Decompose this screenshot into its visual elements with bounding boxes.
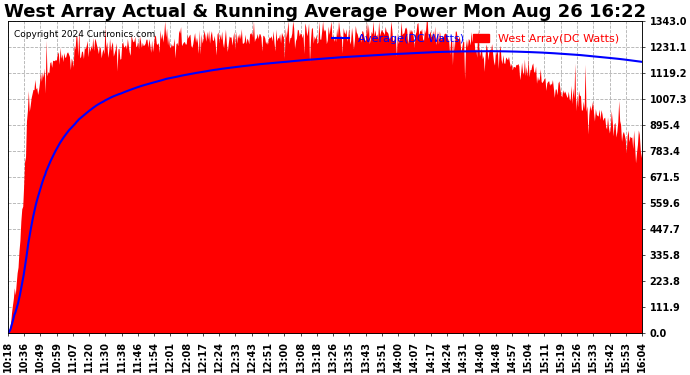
Text: Copyright 2024 Curtronics.com: Copyright 2024 Curtronics.com [14, 30, 155, 39]
Legend: Average(DC Watts), West Array(DC Watts): Average(DC Watts), West Array(DC Watts) [328, 30, 624, 48]
Title: West Array Actual & Running Average Power Mon Aug 26 16:22: West Array Actual & Running Average Powe… [4, 3, 646, 21]
